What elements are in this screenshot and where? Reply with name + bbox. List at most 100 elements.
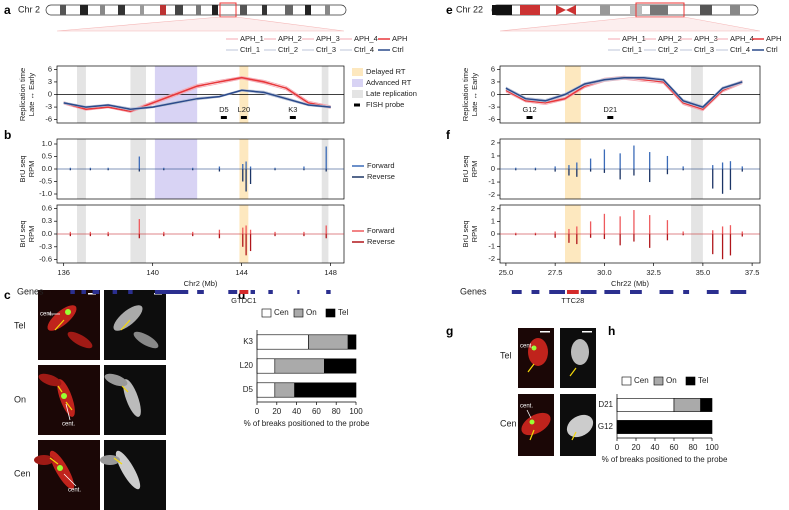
x-tick-label: 80 [689,443,698,452]
gene [659,290,674,294]
probe-label: K3 [288,105,297,114]
legend-label: Forward [367,161,395,170]
row-label: Cen [14,468,31,478]
y-tick-label: -3 [45,102,52,111]
y-tick-label: 0.0 [42,164,52,173]
gene [297,290,300,294]
y-axis-label: BrU seq [18,220,27,247]
y-axis-label: RPM [27,226,36,243]
bar-segment [274,358,325,374]
probe-label: G12 [522,105,536,114]
gene [549,290,565,294]
ideogram-label: Chr 2 [18,4,40,14]
y-axis-label: RPM [27,161,36,178]
centromere-note: cent. [40,312,53,318]
fish-probe [526,116,533,119]
series-line [505,78,743,109]
ideogram: Chr 22 [456,2,761,32]
bar-segment [256,358,276,374]
gene-name: GTDC1 [231,296,256,305]
y-tick-label: 0.6 [42,203,52,212]
panel-letter: a [4,3,11,17]
legend-label: Reverse [367,172,395,181]
y-axis-label: RPM [470,161,479,178]
legend-swatch [352,90,363,98]
y-tick-label: 0.0 [42,229,52,238]
bar-segment [256,334,309,350]
x-tick-label: 20 [272,407,281,416]
y-tick-label: -3 [488,102,495,111]
probe-label: D5 [219,105,229,114]
gene-highlight [239,290,249,294]
legend-label: Advanced RT [366,78,412,87]
legend-label: APH [392,34,407,43]
y-tick-label: -1.0 [39,189,52,198]
x-tick-label: 100 [705,443,719,452]
y-tick-label: 6 [491,64,495,73]
gene [128,290,133,294]
gene [630,290,642,294]
fish-probe [220,116,227,119]
panel-letter: e [446,3,453,17]
y-tick-label: -6 [488,115,495,124]
series-line [505,76,743,108]
y-axis-label: RPM [470,226,479,243]
y-tick-label: -2 [488,254,495,263]
legend-swatch [261,308,272,318]
legend-label: Ctrl [392,45,404,54]
legend-label: Ctrl_1 [622,45,642,54]
x-tick-label: 35.0 [696,268,711,277]
legend-label: Ctrl_2 [278,45,298,54]
legend-swatch [352,79,363,87]
row-label: Cen [500,418,517,428]
legend-label: Tel [698,376,708,385]
legend-swatch [621,376,632,386]
legend-label: Forward [367,226,395,235]
legend-swatch [325,308,336,318]
gene [228,290,238,294]
y-tick-label: 3 [48,77,52,86]
legend-label: Ctrl [766,45,778,54]
y-axis-label: Late ↔ Early [27,73,36,117]
fish-probe [240,116,247,119]
x-tick-label: 0 [255,407,260,416]
bar-segment [616,420,713,434]
y-tick-label: 6 [48,64,52,73]
y-tick-label: 3 [491,77,495,86]
row-label: Tel [14,320,26,330]
y-tick-label: 1.0 [42,139,52,148]
legend-label: APH_2 [278,34,302,43]
gene [81,290,86,294]
probe-label: D21 [603,105,617,114]
y-tick-label: -1 [488,242,495,251]
panel-letter: d [238,288,245,302]
panel-letter: f [446,128,451,142]
gene [250,290,256,294]
legend-label: APH [766,34,781,43]
y-axis-label: BrU seq [461,155,470,182]
legend-label: Ctrl_2 [658,45,678,54]
bar-segment [673,398,701,412]
x-tick-label: 25.0 [499,268,514,277]
legend-label: Tel [338,308,348,317]
y-tick-label: 2 [491,138,495,147]
legend-label: APH_4 [730,34,754,43]
y-tick-label: 0.5 [42,151,52,160]
category-label: G12 [598,422,614,431]
category-label: L20 [240,361,254,370]
gene [112,290,118,294]
legend-label: Reverse [367,237,395,246]
y-tick-label: 0 [491,89,495,98]
gene [326,290,331,294]
category-label: D21 [598,400,613,409]
x-tick-label: 100 [349,407,363,416]
y-axis-label: BrU seq [18,155,27,182]
gene [268,290,273,294]
row-label: Tel [500,350,512,360]
legend-label: On [666,376,677,385]
centromere-note: cent. [520,404,533,410]
ideogram-label: Chr 22 [456,4,483,14]
gene [604,290,621,294]
